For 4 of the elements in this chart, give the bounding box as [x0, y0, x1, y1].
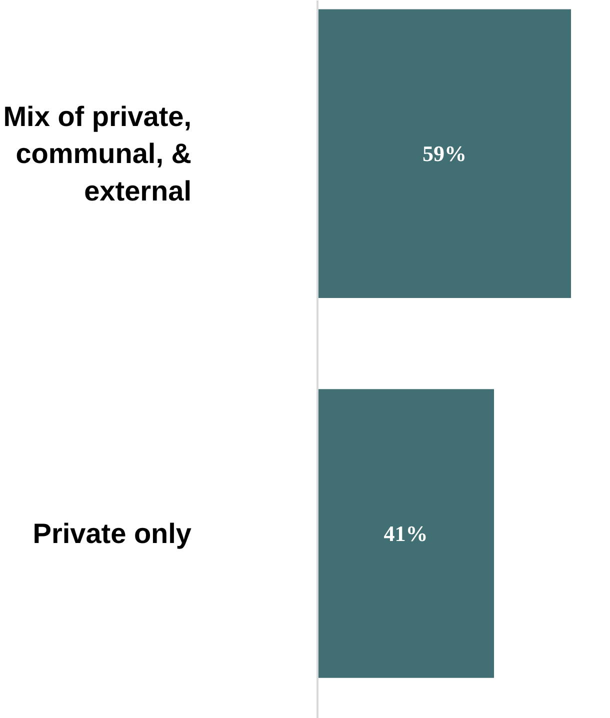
- y-tick-label: Private only: [32, 518, 192, 549]
- y-tick-label: Mix of private, communal, & external: [3, 100, 192, 206]
- data-label: 59%: [422, 141, 466, 166]
- data-label: 41%: [384, 520, 428, 546]
